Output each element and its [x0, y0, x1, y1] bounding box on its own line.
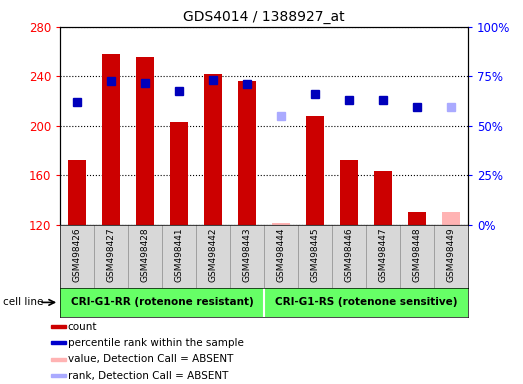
- Text: GSM498442: GSM498442: [209, 227, 218, 282]
- Bar: [340, 161, 358, 225]
- Bar: [408, 212, 426, 225]
- Bar: [238, 81, 256, 225]
- Bar: [51, 341, 65, 344]
- Text: GSM498446: GSM498446: [345, 227, 354, 282]
- Text: value, Detection Call = ABSENT: value, Detection Call = ABSENT: [67, 354, 233, 364]
- Bar: [51, 374, 65, 377]
- Text: GSM498447: GSM498447: [379, 227, 388, 282]
- Bar: [51, 358, 65, 361]
- Bar: [272, 223, 290, 225]
- Text: GSM498426: GSM498426: [73, 227, 82, 282]
- Bar: [102, 54, 120, 225]
- Text: percentile rank within the sample: percentile rank within the sample: [67, 338, 244, 348]
- Bar: [136, 56, 154, 225]
- Text: GSM498441: GSM498441: [175, 227, 184, 282]
- Bar: [306, 116, 324, 225]
- Bar: [204, 74, 222, 225]
- Title: GDS4014 / 1388927_at: GDS4014 / 1388927_at: [183, 10, 345, 25]
- Text: GSM498445: GSM498445: [311, 227, 320, 282]
- Text: GSM498449: GSM498449: [447, 227, 456, 282]
- Bar: [51, 325, 65, 328]
- Bar: [68, 161, 86, 225]
- Text: GSM498444: GSM498444: [277, 227, 286, 282]
- Text: GSM498427: GSM498427: [107, 227, 116, 282]
- Text: GSM498448: GSM498448: [413, 227, 422, 282]
- Bar: [374, 172, 392, 225]
- Text: GSM498428: GSM498428: [141, 227, 150, 282]
- Text: CRI-G1-RS (rotenone sensitive): CRI-G1-RS (rotenone sensitive): [275, 297, 457, 308]
- Text: GSM498443: GSM498443: [243, 227, 252, 282]
- Text: count: count: [67, 322, 97, 332]
- Text: cell line: cell line: [3, 297, 43, 308]
- Bar: [170, 122, 188, 225]
- Text: rank, Detection Call = ABSENT: rank, Detection Call = ABSENT: [67, 371, 228, 381]
- Bar: [442, 212, 460, 225]
- Text: CRI-G1-RR (rotenone resistant): CRI-G1-RR (rotenone resistant): [71, 297, 254, 308]
